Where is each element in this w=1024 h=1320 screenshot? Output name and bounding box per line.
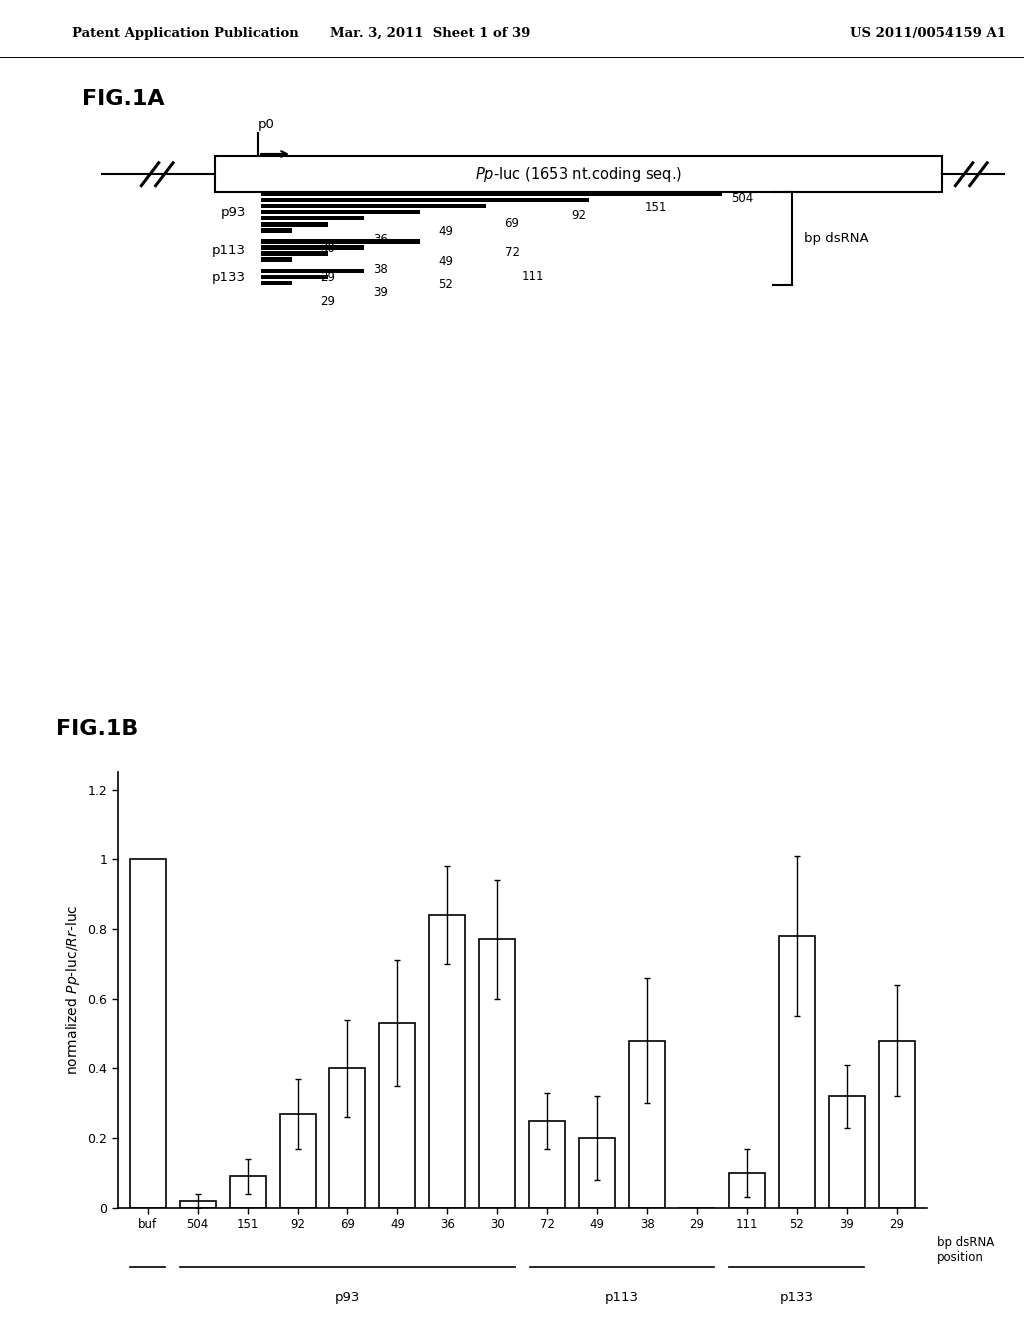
Bar — [229, 1176, 265, 1208]
Text: $\it{Pp}$-luc (1653 nt.coding seq.): $\it{Pp}$-luc (1653 nt.coding seq.) — [475, 165, 682, 183]
Bar — [380, 1023, 416, 1208]
Bar — [179, 1201, 216, 1208]
Bar — [879, 1040, 914, 1208]
Bar — [429, 915, 465, 1208]
Text: 151: 151 — [644, 201, 667, 214]
Text: bp dsRNA
position: bp dsRNA position — [937, 1236, 994, 1263]
Bar — [330, 1068, 366, 1208]
Text: p133: p133 — [212, 271, 246, 284]
Bar — [261, 269, 364, 273]
Text: 39: 39 — [374, 286, 388, 300]
Bar — [779, 936, 815, 1208]
Bar — [261, 210, 420, 214]
Bar — [261, 215, 364, 220]
Bar — [529, 1121, 565, 1208]
Bar — [261, 281, 292, 285]
Bar — [261, 191, 722, 197]
Bar — [261, 275, 328, 280]
Text: FIG.1A: FIG.1A — [82, 88, 165, 108]
Bar — [479, 940, 515, 1208]
Text: US 2011/0054159 A1: US 2011/0054159 A1 — [850, 26, 1006, 40]
Bar — [280, 1114, 315, 1208]
Bar — [261, 228, 292, 232]
Text: 30: 30 — [321, 242, 335, 255]
Text: p113: p113 — [605, 1291, 639, 1304]
Text: 29: 29 — [321, 271, 335, 284]
Bar — [215, 157, 942, 191]
Text: 52: 52 — [438, 279, 453, 292]
Text: 504: 504 — [731, 193, 754, 206]
Bar — [130, 859, 166, 1208]
Text: 29: 29 — [321, 294, 335, 308]
Bar — [729, 1173, 765, 1208]
Text: 49: 49 — [438, 255, 453, 268]
Text: p0: p0 — [258, 119, 274, 131]
Text: 69: 69 — [505, 216, 519, 230]
Text: p113: p113 — [212, 244, 246, 257]
Bar — [261, 198, 589, 202]
Text: FIG.1B: FIG.1B — [56, 719, 138, 739]
Bar — [261, 222, 328, 227]
Bar — [629, 1040, 665, 1208]
Text: bp dsRNA: bp dsRNA — [804, 232, 868, 246]
Bar — [261, 246, 364, 249]
Text: p93: p93 — [335, 1291, 360, 1304]
Bar — [261, 239, 420, 244]
Text: 36: 36 — [374, 234, 388, 247]
Bar — [828, 1097, 865, 1208]
Bar — [580, 1138, 615, 1208]
Y-axis label: normalized $\it{Pp}$-luc/$\it{Rr}$-luc: normalized $\it{Pp}$-luc/$\it{Rr}$-luc — [63, 904, 82, 1076]
Text: p133: p133 — [780, 1291, 814, 1304]
Text: p93: p93 — [220, 206, 246, 219]
Bar — [261, 257, 292, 261]
Text: 38: 38 — [374, 263, 388, 276]
Text: 49: 49 — [438, 226, 453, 238]
Text: 92: 92 — [571, 209, 586, 222]
Text: 72: 72 — [505, 247, 519, 260]
Text: Patent Application Publication: Patent Application Publication — [72, 26, 298, 40]
Bar — [261, 203, 486, 209]
Bar — [261, 251, 328, 256]
Text: Mar. 3, 2011  Sheet 1 of 39: Mar. 3, 2011 Sheet 1 of 39 — [330, 26, 530, 40]
Text: 111: 111 — [521, 269, 544, 282]
